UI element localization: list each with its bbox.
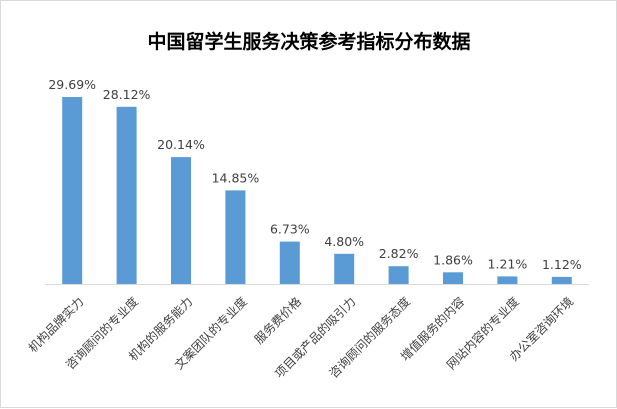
data-label-8: 1.86% <box>433 252 473 267</box>
data-label-2: 28.12% <box>103 87 151 102</box>
data-label-10: 1.12% <box>542 257 582 272</box>
bar-2 <box>116 106 137 284</box>
bar-3 <box>171 157 191 284</box>
bar-9 <box>497 276 518 284</box>
data-label-1: 29.69% <box>48 77 96 92</box>
bar-1 <box>62 97 83 284</box>
data-labels-group: 29.69% 28.12% 20.14% 14.85% 6.73% 4.80% 2.82% 1… <box>48 77 581 272</box>
bar-4 <box>225 190 246 284</box>
tick-label-1: 机构品牌实力 <box>25 294 87 356</box>
bar-6 <box>334 253 355 284</box>
data-label-7: 2.82% <box>379 246 419 261</box>
bar-5 <box>279 241 300 284</box>
chart-title: 中国留学生服务决策参考指标分布数据 <box>147 30 470 53</box>
data-label-3: 20.14% <box>157 137 205 152</box>
data-label-9: 1.21% <box>488 256 528 271</box>
data-label-5: 6.73% <box>270 222 310 237</box>
data-label-4: 14.85% <box>212 170 260 185</box>
bar-10 <box>551 276 572 284</box>
data-label-6: 4.80% <box>324 234 364 249</box>
bar-7 <box>388 266 409 284</box>
bar-8 <box>443 272 463 284</box>
tick-label-5: 服务费价格 <box>251 294 304 347</box>
bars-group <box>62 97 572 284</box>
